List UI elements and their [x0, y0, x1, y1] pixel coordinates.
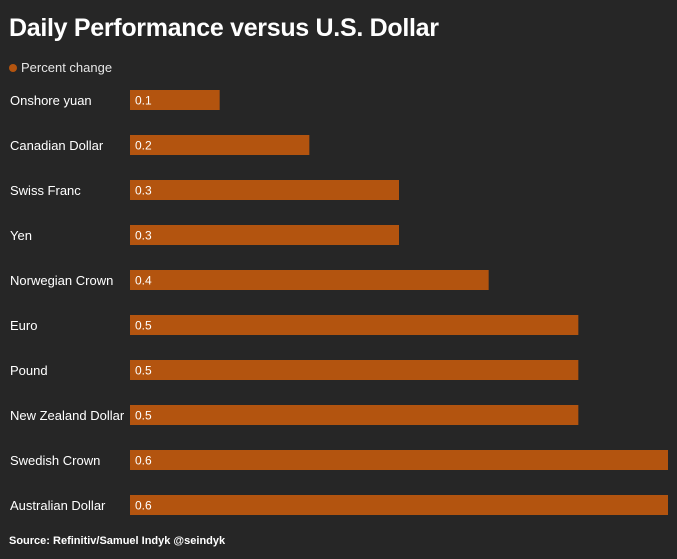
- bar: [130, 315, 579, 335]
- bar: [130, 495, 668, 515]
- value-label: 0.1: [135, 94, 152, 108]
- bar: [130, 90, 220, 110]
- source-note: Source: Refinitiv/Samuel Indyk @seindyk: [9, 535, 226, 547]
- category-label: Canadian Dollar: [10, 138, 104, 153]
- bar-chart: Onshore yuan 0.1 Canadian Dollar 0.2 Swiss F…: [10, 90, 668, 515]
- category-label: Yen: [10, 228, 32, 243]
- value-label: 0.6: [135, 454, 152, 468]
- category-label: Norwegian Crown: [10, 273, 113, 288]
- bar: [130, 450, 668, 470]
- legend-label: Percent change: [21, 60, 113, 75]
- legend: Percent change: [9, 60, 112, 75]
- category-label: Swiss Franc: [10, 183, 81, 198]
- value-label: 0.5: [135, 409, 152, 423]
- category-label: Onshore yuan: [10, 93, 92, 108]
- value-label: 0.3: [135, 184, 152, 198]
- bar: [130, 225, 399, 245]
- bar: [130, 360, 579, 380]
- bar: [130, 405, 579, 425]
- category-label: Pound: [10, 363, 48, 378]
- category-label: New Zealand Dollar: [10, 408, 125, 423]
- value-label: 0.3: [135, 229, 152, 243]
- category-label: Australian Dollar: [10, 498, 106, 513]
- value-label: 0.6: [135, 499, 152, 513]
- value-label: 0.5: [135, 319, 152, 333]
- value-label: 0.5: [135, 364, 152, 378]
- bar: [130, 135, 310, 155]
- category-label: Euro: [10, 318, 37, 333]
- bar: [130, 270, 489, 290]
- chart-title: Daily Performance versus U.S. Dollar: [9, 14, 439, 42]
- value-label: 0.2: [135, 139, 152, 153]
- category-label: Swedish Crown: [10, 453, 100, 468]
- bar: [130, 180, 399, 200]
- value-label: 0.4: [135, 274, 152, 288]
- legend-swatch: [9, 63, 17, 72]
